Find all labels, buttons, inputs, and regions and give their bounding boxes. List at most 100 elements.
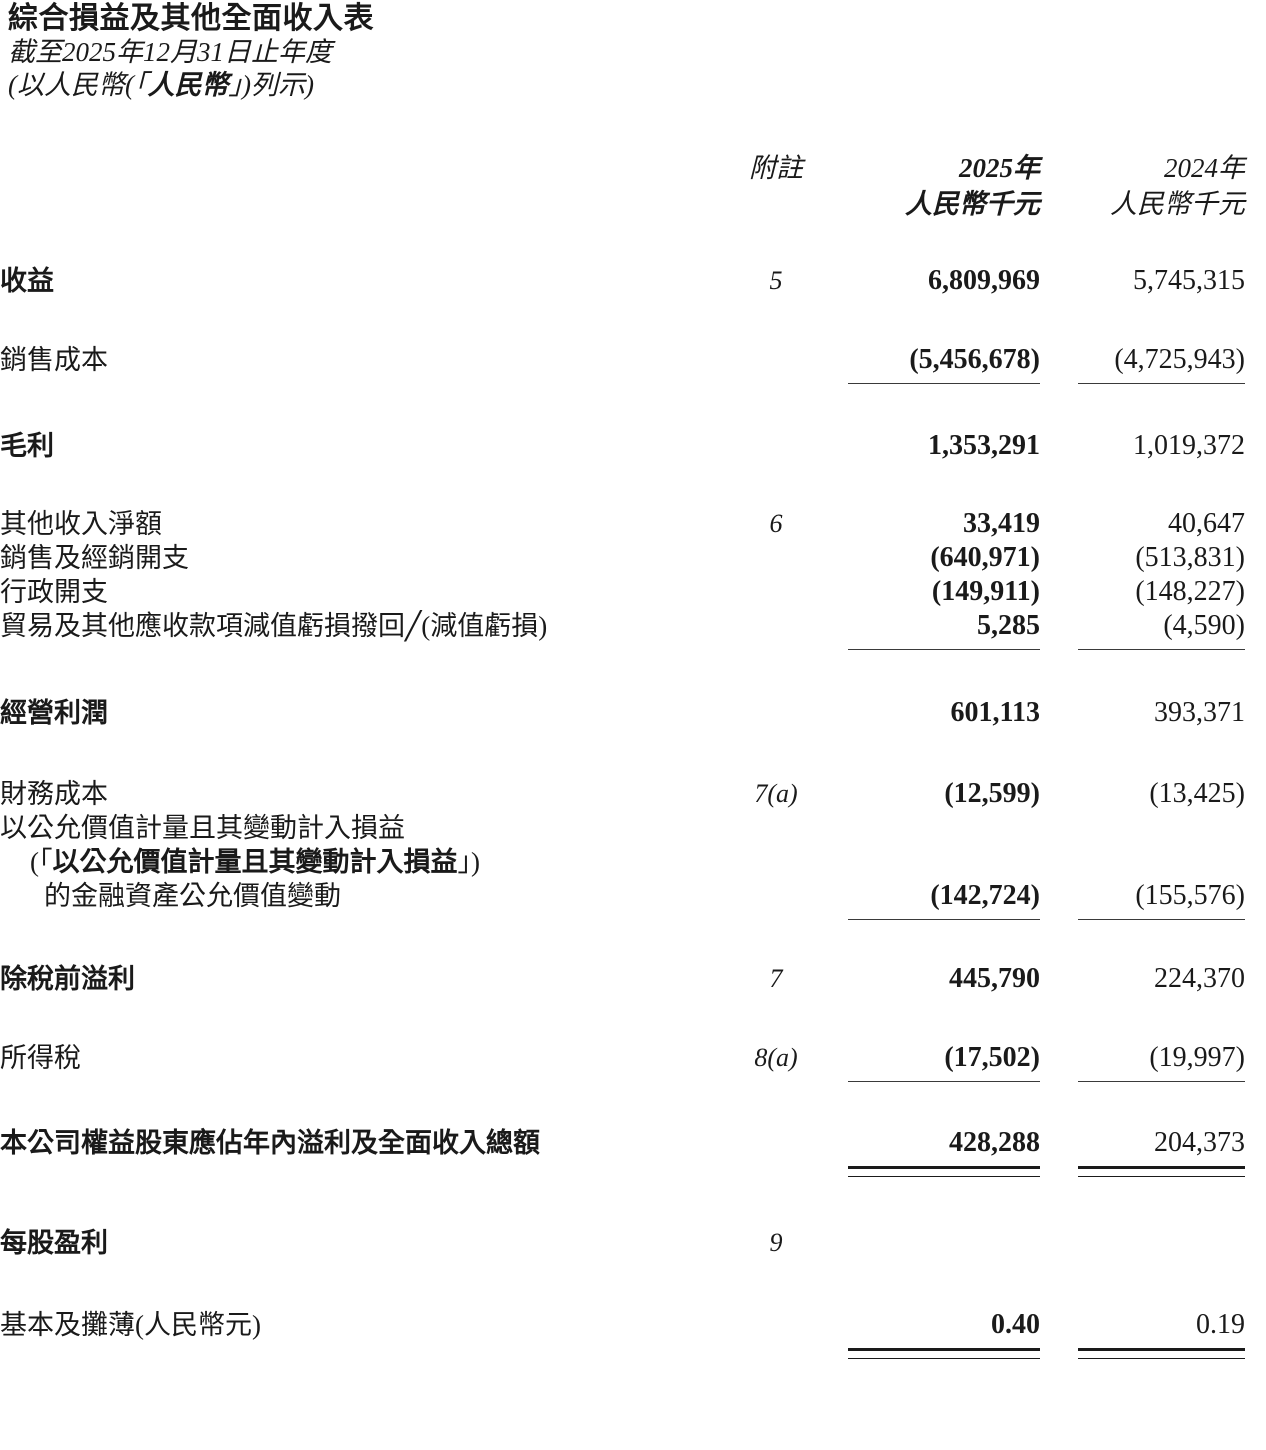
row-current-fvtpl: (142,724) bbox=[930, 880, 1040, 911]
row-label-fvtpl-line1: 以公允價值計量且其變動計入損益 bbox=[0, 813, 405, 843]
spacer bbox=[0, 996, 1266, 1041]
rule-current bbox=[848, 383, 1040, 384]
rule-previous bbox=[1078, 1081, 1245, 1082]
row-current-impairment-reversal: 5,285 bbox=[977, 610, 1040, 641]
row-note-finance-costs: 7(a) bbox=[754, 779, 798, 808]
row-label-fvtpl-line3: 的金融資產公允價值變動 bbox=[44, 881, 341, 911]
row-current-cost-of-sales: (5,456,678) bbox=[909, 344, 1040, 375]
period-subtitle: 截至2025年12月31日止年度 bbox=[8, 37, 332, 67]
table-row-eps-basic-diluted: 基本及攤薄(人民幣元) 0.40 0.19 bbox=[0, 1308, 1266, 1342]
row-note-profit-before-tax: 7 bbox=[769, 964, 783, 993]
row-label-gross-profit: 毛利 bbox=[0, 431, 54, 461]
row-previous-selling-expenses: (513,831) bbox=[1135, 542, 1245, 573]
fvtpl-defined-term: 以公允價值計量且其變動計入損益 bbox=[52, 847, 458, 877]
row-label-cost-of-sales: 銷售成本 bbox=[0, 345, 108, 375]
spacer bbox=[0, 1260, 1266, 1308]
rule-current bbox=[848, 919, 1040, 920]
row-note-cost-of-sales bbox=[712, 343, 840, 377]
row-note-total-profit bbox=[712, 1126, 840, 1160]
row-label-eps-header: 每股盈利 bbox=[0, 1228, 108, 1258]
currency-subtitle: (以人民幣(「人民幣」)列示) bbox=[8, 69, 908, 102]
table-row-fvtpl-line3: 的金融資產公允價值變動 (142,724) (155,576) bbox=[0, 879, 1266, 913]
row-current-eps-basic-diluted: 0.40 bbox=[991, 1309, 1040, 1340]
row-current-eps-header bbox=[840, 1226, 1046, 1260]
row-previous-fvtpl: (155,576) bbox=[1135, 880, 1245, 911]
row-previous-income-tax: (19,997) bbox=[1149, 1042, 1245, 1073]
row-label-finance-costs: 財務成本 bbox=[0, 779, 108, 809]
fvtpl-bracket-close: 」) bbox=[457, 847, 481, 877]
double-rule-current bbox=[848, 1348, 1040, 1359]
spacer bbox=[0, 1180, 1266, 1226]
subtotal-rule-total-profit bbox=[0, 1075, 1266, 1089]
row-note-eps-header: 9 bbox=[769, 1228, 783, 1257]
row-note-operating-profit bbox=[712, 696, 840, 730]
row-current-gross-profit: 1,353,291 bbox=[928, 430, 1040, 461]
row-current-selling-expenses: (640,971) bbox=[930, 542, 1040, 573]
rule-previous bbox=[1078, 649, 1245, 650]
row-previous-revenue: 5,745,315 bbox=[1133, 265, 1245, 296]
spacer bbox=[0, 463, 1266, 507]
row-previous-gross-profit: 1,019,372 bbox=[1133, 430, 1245, 461]
title-block: 綜合損益及其他全面收入表 截至2025年12月31日止年度 (以人民幣(「人民幣… bbox=[8, 2, 908, 102]
row-previous-operating-profit: 393,371 bbox=[1154, 697, 1245, 728]
row-label-revenue: 收益 bbox=[0, 266, 54, 296]
row-previous-eps-basic-diluted: 0.19 bbox=[1196, 1309, 1245, 1340]
header-current-year: 2025年 bbox=[959, 153, 1040, 183]
rule-current bbox=[848, 1081, 1040, 1082]
subtotal-rule-operating-profit bbox=[0, 643, 1266, 657]
currency-subtitle-pre: (以人民幣(「 bbox=[8, 70, 148, 100]
row-label-profit-before-tax: 除稅前溢利 bbox=[0, 964, 135, 994]
row-current-profit-before-tax: 445,790 bbox=[949, 963, 1040, 994]
row-current-total-profit: 428,288 bbox=[949, 1127, 1040, 1158]
row-label-eps-basic-diluted: 基本及攤薄(人民幣元) bbox=[0, 1310, 261, 1340]
row-note-other-income: 6 bbox=[769, 509, 783, 538]
double-rule-previous bbox=[1078, 1166, 1245, 1177]
row-note-eps-basic-diluted bbox=[712, 1308, 840, 1342]
row-previous-other-income: 40,647 bbox=[1168, 508, 1245, 539]
row-note-gross-profit bbox=[712, 429, 840, 463]
row-note-selling-expenses bbox=[712, 541, 840, 575]
table-row-impairment-reversal: 貿易及其他應收款項減值虧損撥回╱(減值虧損) 5,285 (4,590) bbox=[0, 609, 1266, 643]
spacer bbox=[0, 657, 1266, 696]
currency-subtitle-post: 」)列示) bbox=[228, 70, 314, 100]
row-note-income-tax: 8(a) bbox=[754, 1043, 798, 1072]
row-label-fvtpl-line2: (「以公允價值計量且其變動計入損益」) bbox=[0, 845, 712, 879]
table-row-other-income: 其他收入淨額 6 33,419 40,647 bbox=[0, 507, 1266, 541]
table-row-cost-of-sales: 銷售成本 (5,456,678) (4,725,943) bbox=[0, 343, 1266, 377]
row-previous-eps-header bbox=[1068, 1226, 1266, 1260]
rule-current bbox=[848, 649, 1040, 650]
row-label-impairment-reversal: 貿易及其他應收款項減值虧損撥回╱(減值虧損) bbox=[0, 611, 548, 641]
table-row-revenue: 收益 5 6,809,969 5,745,315 bbox=[0, 264, 1266, 298]
header-note: 附註 bbox=[749, 153, 803, 183]
spacer bbox=[0, 730, 1266, 777]
spacer bbox=[0, 298, 1266, 343]
header-current-unit: 人民幣千元 bbox=[905, 189, 1040, 219]
table-row-selling-expenses: 銷售及經銷開支 (640,971) (513,831) bbox=[0, 541, 1266, 575]
table-header-row-year: 附註 2025年 2024年 bbox=[0, 150, 1266, 186]
row-previous-total-profit: 204,373 bbox=[1154, 1127, 1245, 1158]
row-previous-profit-before-tax: 224,370 bbox=[1154, 963, 1245, 994]
header-previous-unit: 人民幣千元 bbox=[1110, 189, 1245, 219]
row-current-finance-costs: (12,599) bbox=[944, 778, 1040, 809]
row-previous-cost-of-sales: (4,725,943) bbox=[1114, 344, 1245, 375]
total-double-rule bbox=[0, 1160, 1266, 1180]
fvtpl-bracket-open: (「 bbox=[30, 847, 53, 877]
income-statement-table: 附註 2025年 2024年 人民幣千元 人民幣千元 收益 5 6,809,96… bbox=[0, 150, 1266, 1362]
row-current-operating-profit: 601,113 bbox=[950, 697, 1040, 728]
spacer bbox=[0, 1089, 1266, 1126]
subtotal-rule-profit-before-tax bbox=[0, 913, 1266, 927]
table-row-fvtpl-line1: 以公允價值計量且其變動計入損益 bbox=[0, 811, 1266, 845]
table-row-fvtpl-line2: (「以公允價值計量且其變動計入損益」) bbox=[0, 845, 1266, 879]
row-note-revenue: 5 bbox=[769, 266, 783, 295]
row-current-income-tax: (17,502) bbox=[944, 1042, 1040, 1073]
rule-previous bbox=[1078, 383, 1245, 384]
row-previous-impairment-reversal: (4,590) bbox=[1163, 610, 1245, 641]
row-note-admin-expenses bbox=[712, 575, 840, 609]
row-current-admin-expenses: (149,911) bbox=[931, 576, 1040, 607]
table-row-operating-profit: 經營利潤 601,113 393,371 bbox=[0, 696, 1266, 730]
spacer bbox=[0, 927, 1266, 962]
table-row-profit-before-tax: 除稅前溢利 7 445,790 224,370 bbox=[0, 962, 1266, 996]
spacer bbox=[0, 222, 1266, 264]
double-rule-previous bbox=[1078, 1348, 1245, 1359]
